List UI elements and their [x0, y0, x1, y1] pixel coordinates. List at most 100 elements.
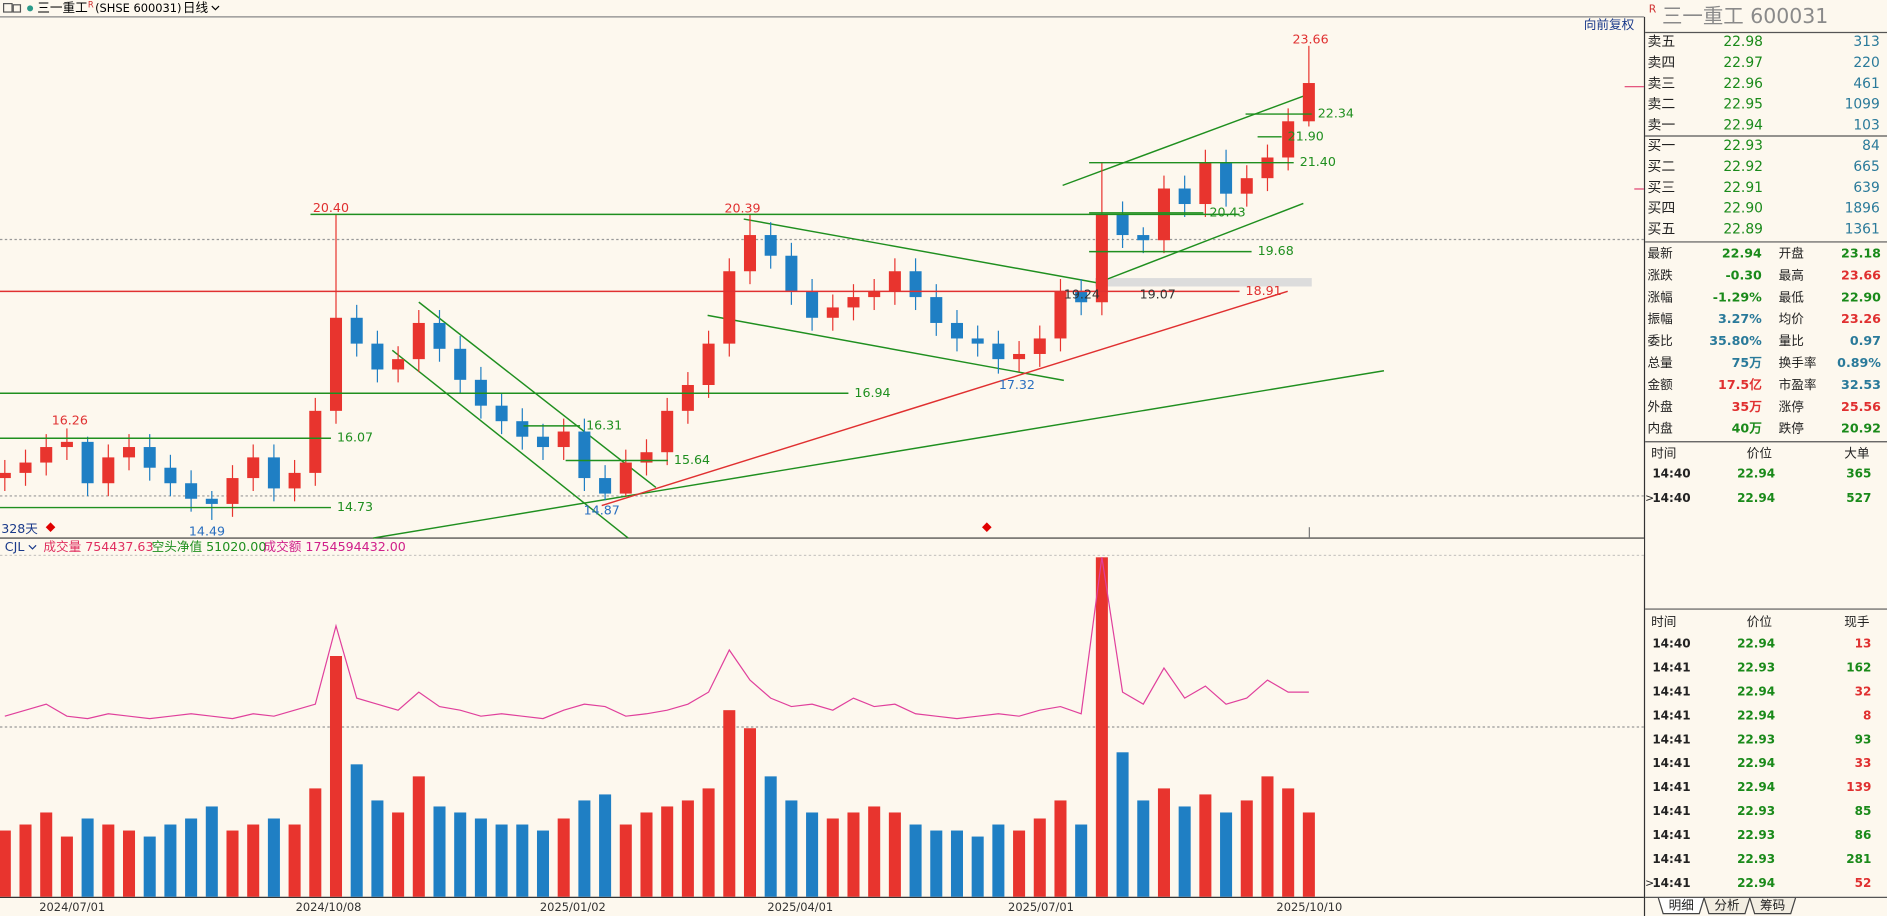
price-label: 16.26 [52, 413, 88, 428]
candle-body [1302, 83, 1315, 122]
row-price: 22.94 [1737, 708, 1775, 722]
tab[interactable] [1657, 897, 1705, 915]
candle-body [40, 447, 53, 463]
legend-item: 空头净值 51020.00 [152, 539, 267, 554]
volume-bar [764, 776, 777, 897]
candle-body [1013, 353, 1026, 360]
row-volume: 281 [1846, 852, 1871, 866]
row-time: 14:41 [1652, 708, 1690, 722]
stat-value: 3.27% [1718, 311, 1762, 326]
x-tick-label: 2025/04/01 [767, 900, 833, 914]
candle-body [1220, 162, 1233, 194]
candle-body [702, 343, 715, 385]
book-price: 22.90 [1723, 201, 1763, 217]
volume-bar [412, 776, 425, 897]
stat-value: 35万 [1732, 399, 1763, 414]
stat-value: -0.30 [1725, 267, 1762, 282]
stat-label: 总量 [1648, 355, 1674, 370]
volume-bar [495, 824, 508, 897]
candle-body [350, 317, 363, 344]
volume-bar [1178, 806, 1191, 897]
candle-body [164, 467, 177, 484]
volume-bar [1075, 824, 1088, 897]
quote-panel: R 三一重工 600031 卖五 22.98 313 卖四 22.97 220 卖三 22.9… [1645, 3, 1887, 915]
candle-body [992, 343, 1005, 360]
stat-label: 市盈率 [1779, 377, 1817, 392]
candle-body [412, 322, 425, 360]
book-label: 卖二 [1648, 97, 1676, 113]
volume-bar [392, 812, 405, 897]
trendline [707, 314, 1064, 382]
candle-body [557, 431, 570, 448]
tab[interactable] [1749, 897, 1797, 915]
flag: R [88, 0, 94, 9]
book-price: 22.95 [1723, 97, 1763, 113]
volume-bar [1157, 788, 1170, 897]
candle-body [640, 452, 653, 463]
candle-body [122, 447, 136, 458]
volume-bar [516, 824, 529, 897]
candle-body [19, 462, 32, 473]
row-volume: 33 [1855, 756, 1872, 770]
level-label: 18.91 [1246, 283, 1282, 298]
stat-label: 内盘 [1648, 421, 1674, 436]
book-price: 22.89 [1723, 222, 1763, 238]
volume-bar [992, 824, 1005, 897]
candle-body [971, 338, 984, 344]
volume-bar [474, 818, 487, 897]
period[interactable]: 日线 [183, 0, 209, 15]
volume-bar [1282, 788, 1295, 897]
book-price: 22.91 [1723, 180, 1763, 196]
legend-item: 成交量 754437.63 [43, 539, 153, 554]
book-volume: 220 [1853, 55, 1879, 71]
candle-body [288, 472, 301, 489]
book-volume: 1896 [1845, 201, 1880, 217]
book-label: 卖一 [1648, 117, 1676, 133]
volume-bar [1033, 818, 1046, 897]
volume-bar [267, 818, 280, 897]
cjl-line [4, 557, 1309, 720]
table-header: 大单 [1844, 445, 1869, 460]
stat-label: 均价 [1779, 311, 1805, 326]
candle-body [909, 271, 922, 298]
indicator-bar [0, 539, 1644, 555]
candle-body [930, 297, 943, 323]
level-label: 16.94 [854, 385, 890, 400]
volume-bar [1095, 557, 1108, 897]
tab-label[interactable]: 分析 [1714, 897, 1740, 912]
row-time: 14:40 [1652, 491, 1690, 505]
volume-bar [1240, 800, 1253, 897]
volume-bar [247, 824, 260, 897]
candle-body [454, 348, 467, 380]
book-label: 卖三 [1648, 76, 1676, 92]
adjust-button[interactable]: 向前复权 [1584, 17, 1635, 32]
tab[interactable] [1703, 897, 1751, 915]
volume-bar [122, 830, 136, 897]
row-price: 22.94 [1737, 467, 1775, 481]
price-label: 23.66 [1292, 31, 1328, 46]
volume-bar [557, 818, 570, 897]
stat-label: 振幅 [1648, 311, 1673, 326]
price-label: 19.07 [1140, 287, 1176, 302]
book-volume: 313 [1853, 34, 1879, 50]
trendline [601, 290, 1288, 507]
row-marker: > [1645, 491, 1654, 504]
stat-label: 涨停 [1779, 399, 1804, 414]
stat-value: 22.94 [1722, 245, 1762, 260]
book-label: 卖四 [1648, 55, 1676, 71]
book-label: 买一 [1648, 138, 1676, 154]
row-volume: 162 [1846, 660, 1871, 674]
tab-label[interactable]: 明细 [1669, 897, 1694, 912]
top-bar [0, 0, 1644, 17]
volume-bar [681, 800, 694, 897]
row-time: 14:41 [1652, 876, 1690, 890]
candle-body [681, 384, 694, 411]
stat-label: 开盘 [1779, 245, 1805, 260]
volume-bar [599, 794, 612, 897]
stat-value: 20.92 [1841, 421, 1881, 436]
indicator-name[interactable]: CJL [5, 539, 25, 554]
tab-label[interactable]: 筹码 [1760, 897, 1785, 912]
row-volume: 13 [1855, 636, 1872, 650]
book-price: 22.92 [1723, 159, 1763, 175]
